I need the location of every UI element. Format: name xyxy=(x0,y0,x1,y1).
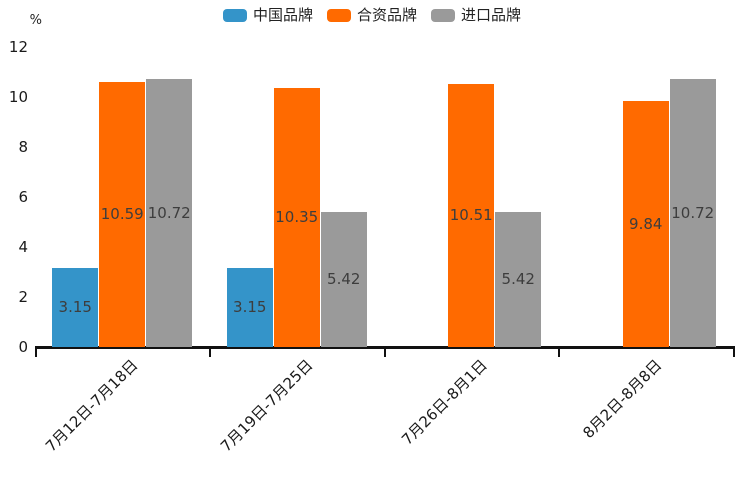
bar-合资品牌-1: 10.35 xyxy=(273,88,320,347)
bar-进口品牌-1: 5.42 xyxy=(320,211,367,347)
x-axis-tick-1 xyxy=(209,349,211,357)
y-tick-label-8: 8 xyxy=(18,138,28,156)
bar-进口品牌-3: 10.72 xyxy=(669,79,716,347)
x-axis-line xyxy=(35,346,735,349)
legend-label-0: 中国品牌 xyxy=(252,6,313,24)
y-tick-label-12: 12 xyxy=(8,38,28,56)
bar-value-label: 10.59 xyxy=(100,205,144,224)
y-tick-label-4: 4 xyxy=(18,238,28,256)
bar-value-label: 10.72 xyxy=(671,203,715,222)
x-axis-tick-2 xyxy=(383,349,386,357)
legend-label-1: 合资品牌 xyxy=(356,6,417,24)
legend-label-2: 进口品牌 xyxy=(461,6,522,24)
bar-value-label: 3.15 xyxy=(233,298,267,317)
legend-item-0: 中国品牌 xyxy=(222,6,313,24)
bar-value-label: 10.35 xyxy=(275,208,319,227)
legend-swatch-0 xyxy=(222,9,247,22)
x-category-label-3: 8月2日-8月8日 xyxy=(578,356,665,442)
y-tick-label-10: 10 xyxy=(8,88,28,106)
bar-value-label: 10.51 xyxy=(449,206,493,225)
x-category-label-2: 7月26日-8月1日 xyxy=(397,356,491,449)
x-category-label-1: 7月19日-7月25日 xyxy=(216,356,316,456)
legend-swatch-1 xyxy=(326,9,351,22)
bar-合资品牌-0: 10.59 xyxy=(99,82,146,347)
bar-value-label: 9.84 xyxy=(629,214,663,233)
bar-value-label: 10.72 xyxy=(147,203,191,222)
x-axis-tick-4 xyxy=(732,349,735,357)
y-tick-label-2: 2 xyxy=(18,288,28,306)
bar-value-label: 5.42 xyxy=(501,269,535,288)
bar-合资品牌-2: 10.51 xyxy=(448,84,495,347)
bar-value-label: 5.42 xyxy=(327,269,361,288)
bar-中国品牌-0: 3.15 xyxy=(52,268,99,347)
bar-合资品牌-3: 9.84 xyxy=(622,101,669,347)
bar-进口品牌-2: 5.42 xyxy=(495,211,542,347)
legend-swatch-2 xyxy=(431,9,455,22)
legend-item-2: 进口品牌 xyxy=(431,8,521,23)
legend-item-1: 合资品牌 xyxy=(326,6,417,24)
y-tick-label-0: 0 xyxy=(18,338,28,356)
x-axis-tick-0 xyxy=(34,349,37,357)
bar-中国品牌-1: 3.15 xyxy=(226,268,273,347)
bar-value-label: 3.15 xyxy=(58,298,92,317)
y-axis-unit-label: % xyxy=(29,13,42,28)
x-axis-tick-3 xyxy=(558,349,560,357)
bar-进口品牌-0: 10.72 xyxy=(146,79,193,347)
y-tick-label-6: 6 xyxy=(18,188,28,206)
x-category-label-0: 7月12日-7月18日 xyxy=(41,356,142,456)
legend: 中国品牌 合资品牌 进口品牌 xyxy=(0,8,744,23)
